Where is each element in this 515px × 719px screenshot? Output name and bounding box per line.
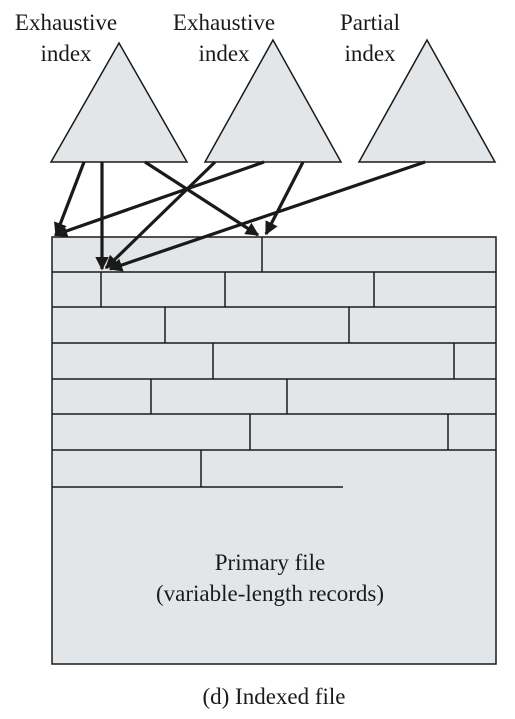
index-label-3-line1: Partial bbox=[340, 10, 400, 35]
exhaustive-index-1-triangle bbox=[49, 41, 189, 163]
pointer-idx1-a bbox=[54, 161, 86, 237]
index-pointers bbox=[53, 160, 426, 272]
index-label-1-line1: Exhaustive bbox=[15, 10, 117, 35]
primary-file-label-line1: Primary file bbox=[215, 550, 326, 575]
index-label-1-line2: index bbox=[40, 41, 92, 66]
partial-index-triangle bbox=[357, 38, 497, 163]
index-label-3-line2: index bbox=[344, 41, 396, 66]
pointer-idx2-c bbox=[264, 161, 305, 236]
figure-caption: (d) Indexed file bbox=[202, 684, 345, 709]
pointer-idx2-a bbox=[53, 160, 265, 238]
pointer-partial-a bbox=[108, 160, 426, 272]
primary-file-label-line2: (variable-length records) bbox=[156, 581, 384, 606]
exhaustive-index-2-triangle bbox=[203, 38, 343, 163]
pointer-idx1-c bbox=[144, 160, 260, 237]
index-label-2-line1: Exhaustive bbox=[173, 10, 275, 35]
record-boundaries bbox=[100, 237, 455, 487]
record-separators bbox=[52, 271, 496, 488]
pointer-idx2-b bbox=[104, 160, 217, 270]
index-label-2-line2: index bbox=[198, 41, 250, 66]
